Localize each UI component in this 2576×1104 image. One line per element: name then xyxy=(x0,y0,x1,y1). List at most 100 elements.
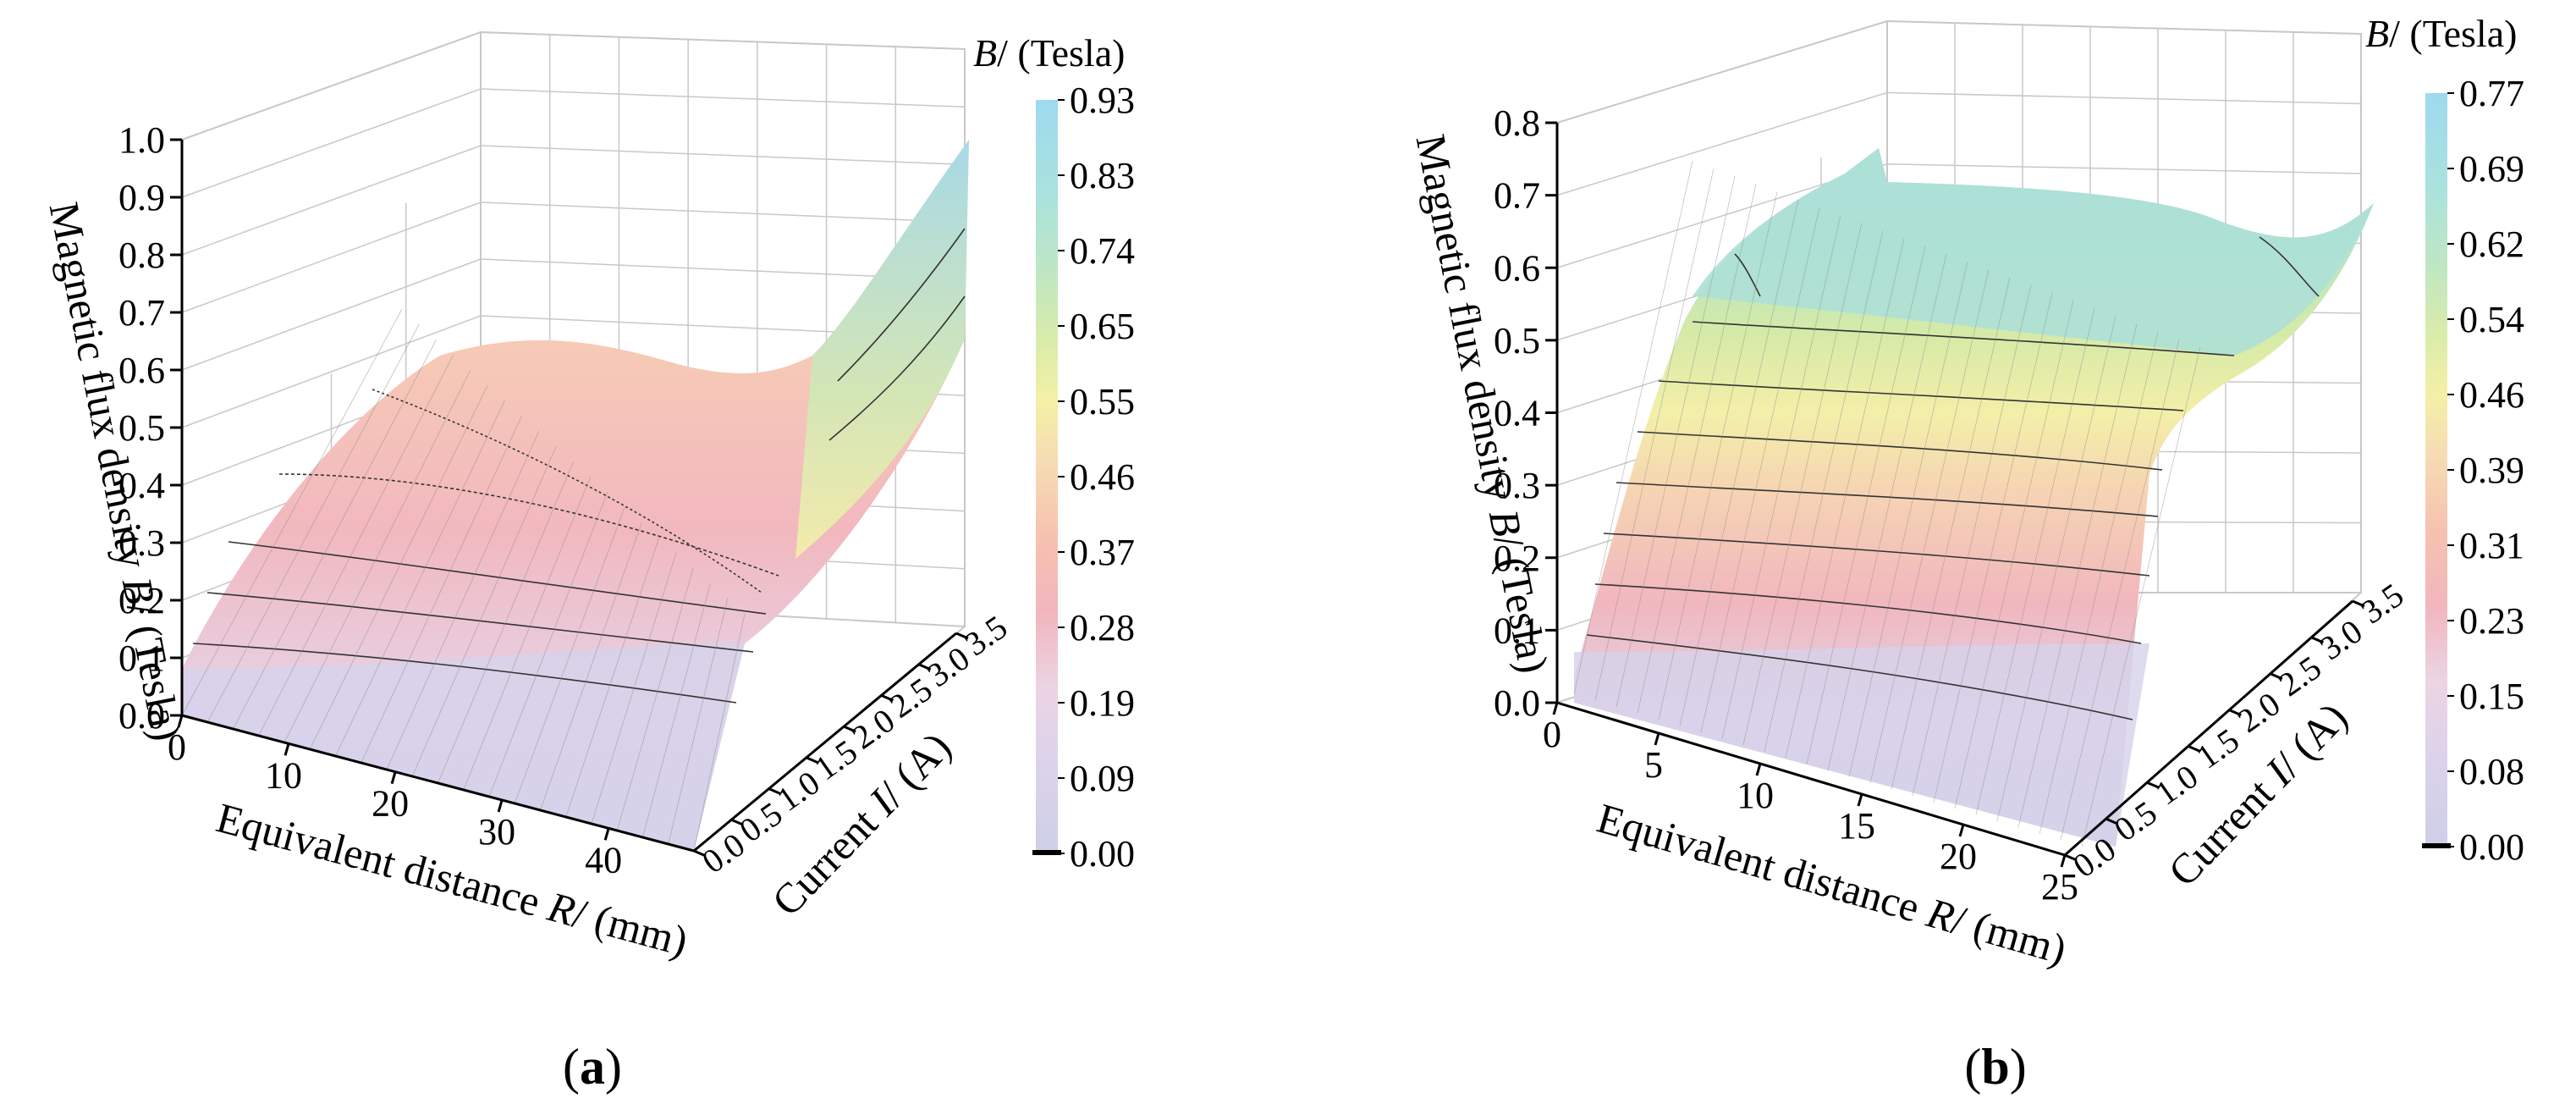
panel-a-mesh-line xyxy=(616,567,694,831)
panel-a-y-tick-label: 3.5 xyxy=(957,608,1014,664)
panel-b-z-tick-label: 0.1 xyxy=(1494,610,1540,651)
panel-b-mesh-line xyxy=(1742,223,1863,746)
panel-a-mesh-line xyxy=(233,339,437,730)
panel-a-x-tick xyxy=(390,771,397,785)
panel-b-mesh-line xyxy=(1721,215,1841,739)
panel-b-z-tick-label: 0.6 xyxy=(1494,247,1540,289)
panel-a-mesh-line xyxy=(411,445,557,777)
panel-b-z-tick-label: 0.0 xyxy=(1494,682,1540,724)
panel-a-colorbar-gradient xyxy=(1036,100,1058,853)
panel-a-x-tick xyxy=(497,799,504,813)
panel-b-y-tick xyxy=(2105,817,2119,825)
panel-b-surface-mesh xyxy=(1573,160,2201,847)
panel-a-mesh-line xyxy=(361,415,523,764)
panel-b-gridline-z xyxy=(1556,91,2362,196)
panel-b-y-tick-label: 2.0 xyxy=(2231,684,2287,740)
panel-b-mesh-line xyxy=(1594,168,1715,701)
panel-a: 0.0 0.1 0.2 0.3 0.4 0.5 0.6 0.7 0.8 0.9 1.0 0 10 20 3… xyxy=(41,30,1135,1095)
panel-b-colorbar-tick-label: 0.46 xyxy=(2459,374,2524,416)
panel-a-z-tick-label: 0.8 xyxy=(118,235,165,276)
panel-a-colorbar-tick-label: 0.28 xyxy=(1070,607,1135,649)
panel-a-mesh-line xyxy=(591,552,677,825)
panel-b-surface xyxy=(1573,148,2374,847)
panel-a-mesh-line xyxy=(283,369,471,743)
panel-a-x-tick-label: 0 xyxy=(168,726,186,768)
panel-b-colorbar-tick-label: 0.31 xyxy=(2459,525,2524,566)
panel-a-mesh-line xyxy=(488,491,608,798)
panel-b-mesh-line xyxy=(1700,207,1820,733)
panel-b-x-tick-label: 5 xyxy=(1644,744,1663,786)
panel-a-mesh-line xyxy=(693,613,746,852)
panel-b-mesh-line xyxy=(1954,300,2074,809)
panel-b-y-tick xyxy=(2188,745,2201,753)
panel-b-mesh-line xyxy=(1573,160,1693,695)
panel-b-z-tick-label: 0.7 xyxy=(1494,175,1540,217)
panel-b-colorbar-zero-marker xyxy=(2422,843,2451,848)
panel-a-gridline-z xyxy=(181,31,966,141)
panel-a-y-tick xyxy=(880,694,894,702)
panel-b-mesh-line xyxy=(2060,339,2180,841)
panel-b-y-tick-label: 1.0 xyxy=(2148,757,2204,813)
panel-a-colorbar-tick-label: 0.19 xyxy=(1070,682,1135,724)
panel-a-z-axis-label: Magnetic flux density B/ (Tesla) xyxy=(41,198,191,744)
panel-a-y-axis-label: Current I/ (A) xyxy=(762,723,960,925)
panel-a-y-tick xyxy=(806,756,819,765)
panel-b-colorbar-ticks: 0.77 0.69 0.62 0.54 0.46 0.39 0.31 0.23 0.15 0.08… xyxy=(2447,73,2524,868)
panel-b-colorbar-tick-label: 0.54 xyxy=(2459,299,2524,340)
panel-a-z-tick-label: 0.0 xyxy=(118,695,165,737)
panel-a-z-tick-label: 0.9 xyxy=(118,177,165,218)
panel-a-colorbar-title: B/ (Tesla) xyxy=(973,31,1125,75)
panel-b-colorbar-tick-label: 0.39 xyxy=(2459,450,2524,491)
panel-b-mesh-line xyxy=(1869,269,1990,784)
panel-b-y-tick xyxy=(2270,672,2283,681)
panel-a-mesh-line xyxy=(386,430,540,770)
panel-b-x-tick-label: 15 xyxy=(1838,805,1875,847)
panel-a-colorbar-tick-label: 0.93 xyxy=(1070,80,1135,121)
panel-a-z-tick-label: 1.0 xyxy=(118,119,165,161)
panel-b-z-tick-label: 0.4 xyxy=(1494,393,1540,434)
panel-a-mesh-line xyxy=(540,522,642,811)
panel-b-mesh-line xyxy=(2017,323,2138,828)
panel-a-y-tick xyxy=(918,663,932,671)
panel-a-z-tick-label: 0.1 xyxy=(118,638,165,679)
panel-b-mesh-line xyxy=(2081,346,2201,847)
panel-a-x-tick xyxy=(283,742,290,756)
panel-b-x-tick xyxy=(2060,854,2067,868)
panel-a-colorbar-tick-label: 0.00 xyxy=(1070,833,1135,875)
panel-a-gridline-z xyxy=(181,88,966,198)
panel-a-gridline-z xyxy=(181,145,966,256)
panel-b-y-tick-label: 3.5 xyxy=(2353,576,2410,632)
panel-b-mesh-line xyxy=(1996,316,2116,822)
panel-a-z-ticks: 0.0 0.1 0.2 0.3 0.4 0.5 0.6 0.7 0.8 0.9 1.0 xyxy=(118,119,182,737)
panel-b-y-tick xyxy=(2146,781,2160,789)
panel-a-colorbar-tick-label: 0.74 xyxy=(1070,230,1135,272)
panel-a-gridline-z xyxy=(181,201,966,313)
panel-b-mesh-line xyxy=(1764,230,1884,752)
panel-b-colorbar-gradient xyxy=(2425,93,2447,847)
panel-a-z-tick-label: 0.7 xyxy=(118,292,165,334)
panel-a-x-tick xyxy=(603,827,610,841)
panel-b-y-tick xyxy=(2352,599,2365,608)
panel-a-x-tick-label: 10 xyxy=(265,754,302,796)
panel-a-colorbar-tick-label: 0.65 xyxy=(1070,306,1135,347)
panel-b-x-axis-label: Equivalent distance R/ (mm) xyxy=(1592,794,2072,974)
panel-a-label: (a) xyxy=(563,1039,622,1095)
panel-b-mesh-line xyxy=(1848,262,1968,777)
panel-a-x-ticks: 0 10 20 30 40 xyxy=(168,715,622,880)
panel-a-mesh-line xyxy=(438,461,574,784)
panel-b-x-tick-label: 10 xyxy=(1737,775,1774,816)
panel-b-z-tick-label: 0.8 xyxy=(1494,102,1540,144)
panel-b-x-tick xyxy=(1958,824,1965,837)
panel-b-colorbar-tick-label: 0.15 xyxy=(2459,676,2524,717)
panel-a-colorbar-tick-label: 0.83 xyxy=(1070,155,1135,196)
panel-b-mesh-line xyxy=(1679,199,1799,726)
panel-a-surface-floor xyxy=(182,643,745,851)
panel-b-colorbar-tick-label: 0.00 xyxy=(2459,826,2524,868)
panel-b-y-tick xyxy=(2228,709,2242,716)
panel-b-mesh-line xyxy=(1933,292,2053,803)
panel-b-mesh-line xyxy=(1637,184,1757,714)
panel-a-y-tick xyxy=(843,725,856,733)
panel-a-colorbar-tick-label: 0.55 xyxy=(1070,381,1135,422)
panel-b-label: (b) xyxy=(1964,1039,2026,1095)
panel-b-z-tick-label: 0.5 xyxy=(1494,320,1540,362)
